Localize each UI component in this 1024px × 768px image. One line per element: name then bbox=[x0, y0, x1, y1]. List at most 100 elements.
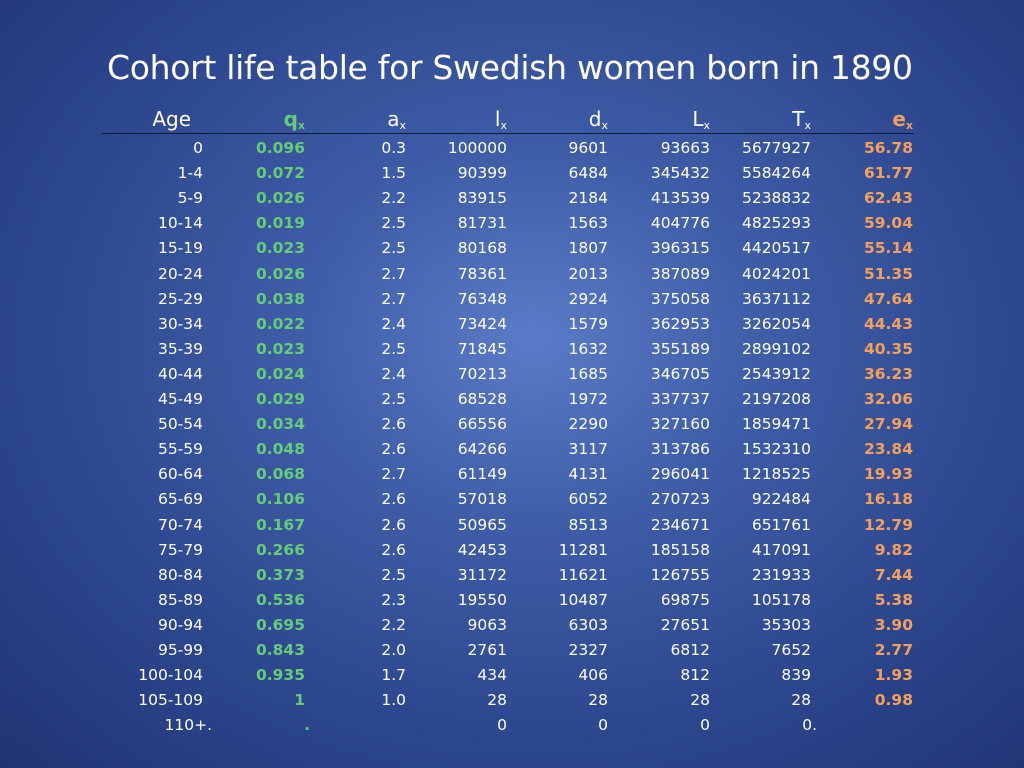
cell-Tx: 28 bbox=[791, 691, 811, 710]
header-Lx: Lx bbox=[692, 107, 710, 132]
header-Tx-subscript: x bbox=[804, 119, 811, 132]
cell-Tx: 3637112 bbox=[741, 289, 811, 308]
cell-qx: 0.026 bbox=[255, 189, 305, 208]
header-Tx: Tx bbox=[792, 107, 811, 132]
cell-age: 20-24 bbox=[157, 264, 203, 283]
cell-ax: 0.3 bbox=[381, 139, 406, 157]
cell-dx: 6052 bbox=[568, 490, 608, 509]
cell-Lx: 270723 bbox=[650, 490, 710, 509]
cell-ex: 51.35 bbox=[863, 264, 913, 283]
cell-dx: 3117 bbox=[568, 440, 608, 459]
cell-dx: 1579 bbox=[568, 314, 608, 333]
cell-age: 40-44 bbox=[157, 364, 203, 383]
header-ex-subscript: x bbox=[905, 119, 913, 132]
cell-Tx: 1218525 bbox=[741, 465, 811, 484]
cell-ex: 9.82 bbox=[874, 540, 913, 559]
cell-lx: 76348 bbox=[457, 289, 507, 308]
cell-Tx: 3262054 bbox=[741, 314, 811, 333]
header-qx-subscript: x bbox=[297, 119, 305, 132]
cell-qx: 1 bbox=[294, 691, 305, 710]
cell-qx: 0.266 bbox=[255, 540, 305, 559]
cell-ax: 2.5 bbox=[381, 339, 406, 358]
cell-Lx: 362953 bbox=[650, 314, 710, 333]
cell-lx: 78361 bbox=[457, 264, 507, 283]
cell-dx: 2327 bbox=[568, 641, 608, 659]
cell-Lx: 337737 bbox=[650, 390, 710, 408]
cell-ax: 1.7 bbox=[381, 666, 406, 685]
cell-ax: 2.3 bbox=[381, 590, 406, 609]
cell-lx: 19550 bbox=[457, 590, 507, 609]
cell-Tx: 5677927 bbox=[741, 139, 811, 157]
header-dx: dx bbox=[589, 107, 608, 132]
cell-qx: 0.026 bbox=[255, 264, 305, 283]
cell-Tx: 7652 bbox=[771, 641, 811, 659]
cell-ax: 2.6 bbox=[381, 415, 406, 434]
cell-ax: 2.7 bbox=[381, 289, 406, 308]
cell-age: 1-4 bbox=[177, 164, 203, 183]
cell-age: 15-19 bbox=[157, 239, 203, 258]
cell-dx: 28 bbox=[588, 691, 608, 710]
cell-Lx: 28 bbox=[690, 691, 710, 710]
cell-Tx: 2543912 bbox=[741, 364, 811, 383]
cell-qx: 0.048 bbox=[255, 440, 305, 459]
cell-lx: 50965 bbox=[457, 515, 507, 534]
slide-title: Cohort life table for Swedish women born… bbox=[107, 48, 913, 87]
cell-Lx: 69875 bbox=[660, 590, 710, 609]
cell-lx: 9063 bbox=[467, 615, 507, 634]
header-lx: lx bbox=[495, 107, 507, 132]
cell-qx: 0.023 bbox=[255, 339, 305, 358]
cell-ex: 61.77 bbox=[863, 164, 913, 183]
cell-Tx: 5238832 bbox=[741, 189, 811, 208]
cell-qx: 0.167 bbox=[255, 515, 305, 534]
header-Lx-symbol: L bbox=[692, 107, 704, 131]
cell-ex: 55.14 bbox=[863, 239, 913, 258]
cell-lx: 73424 bbox=[457, 314, 507, 333]
cell-Tx: 4420517 bbox=[741, 239, 811, 258]
cell-Lx: 404776 bbox=[650, 214, 710, 233]
cell-age: 90-94 bbox=[157, 615, 203, 634]
cell-age: 30-34 bbox=[157, 314, 203, 333]
cell-ax: 2.6 bbox=[381, 540, 406, 559]
cell-age: 5-9 bbox=[177, 189, 203, 208]
cell-Lx: 327160 bbox=[650, 415, 710, 434]
cell-age: 10-14 bbox=[157, 214, 203, 233]
cell-age: 45-49 bbox=[157, 390, 203, 408]
cell-qx: 0.106 bbox=[255, 490, 305, 509]
cell-dx: 4131 bbox=[568, 465, 608, 484]
cell-Lx: 234671 bbox=[650, 515, 710, 534]
cell-qx: 0.034 bbox=[255, 415, 305, 434]
cell-ex: 62.43 bbox=[863, 189, 913, 208]
cell-age: 35-39 bbox=[157, 339, 203, 358]
cell-dx: 406 bbox=[578, 666, 608, 685]
cell-ex: 16.18 bbox=[863, 490, 913, 509]
cell-ax: 2.4 bbox=[381, 314, 406, 333]
cell-dx: 1972 bbox=[568, 390, 608, 408]
cell-Lx: 375058 bbox=[650, 289, 710, 308]
cell-dx: 11281 bbox=[558, 540, 608, 559]
cell-Lx: 345432 bbox=[650, 164, 710, 183]
cell-qx: 0.024 bbox=[255, 364, 305, 383]
cell-dx: 1807 bbox=[568, 239, 608, 258]
cell-dx: 9601 bbox=[568, 139, 608, 157]
cell-ex: 40.35 bbox=[863, 339, 913, 358]
cell-Tx: 922484 bbox=[751, 490, 811, 509]
cell-age: 70-74 bbox=[157, 515, 203, 534]
header-age: Age bbox=[152, 107, 191, 131]
cell-lx: 2761 bbox=[467, 641, 507, 659]
header-ex-symbol: e bbox=[892, 107, 906, 131]
cell-Tx: 2197208 bbox=[741, 390, 811, 408]
cell-Lx: 313786 bbox=[650, 440, 710, 459]
cell-ex: 3.90 bbox=[874, 615, 913, 634]
cell-qx: 0.096 bbox=[255, 139, 305, 157]
cell-lx: 100000 bbox=[447, 139, 507, 157]
cell-ex: 32.06 bbox=[863, 390, 913, 408]
cell-dx: 2184 bbox=[568, 189, 608, 208]
cell-lx: 90399 bbox=[457, 164, 507, 183]
cell-ax: 2.6 bbox=[381, 490, 406, 509]
cell-dx: 0 bbox=[598, 716, 608, 735]
cell-lx: 28 bbox=[487, 691, 507, 710]
cell-dx: 10487 bbox=[558, 590, 608, 609]
cell-Lx: 387089 bbox=[650, 264, 710, 283]
cell-ax: 2.4 bbox=[381, 364, 406, 383]
cell-lx: 66556 bbox=[457, 415, 507, 434]
